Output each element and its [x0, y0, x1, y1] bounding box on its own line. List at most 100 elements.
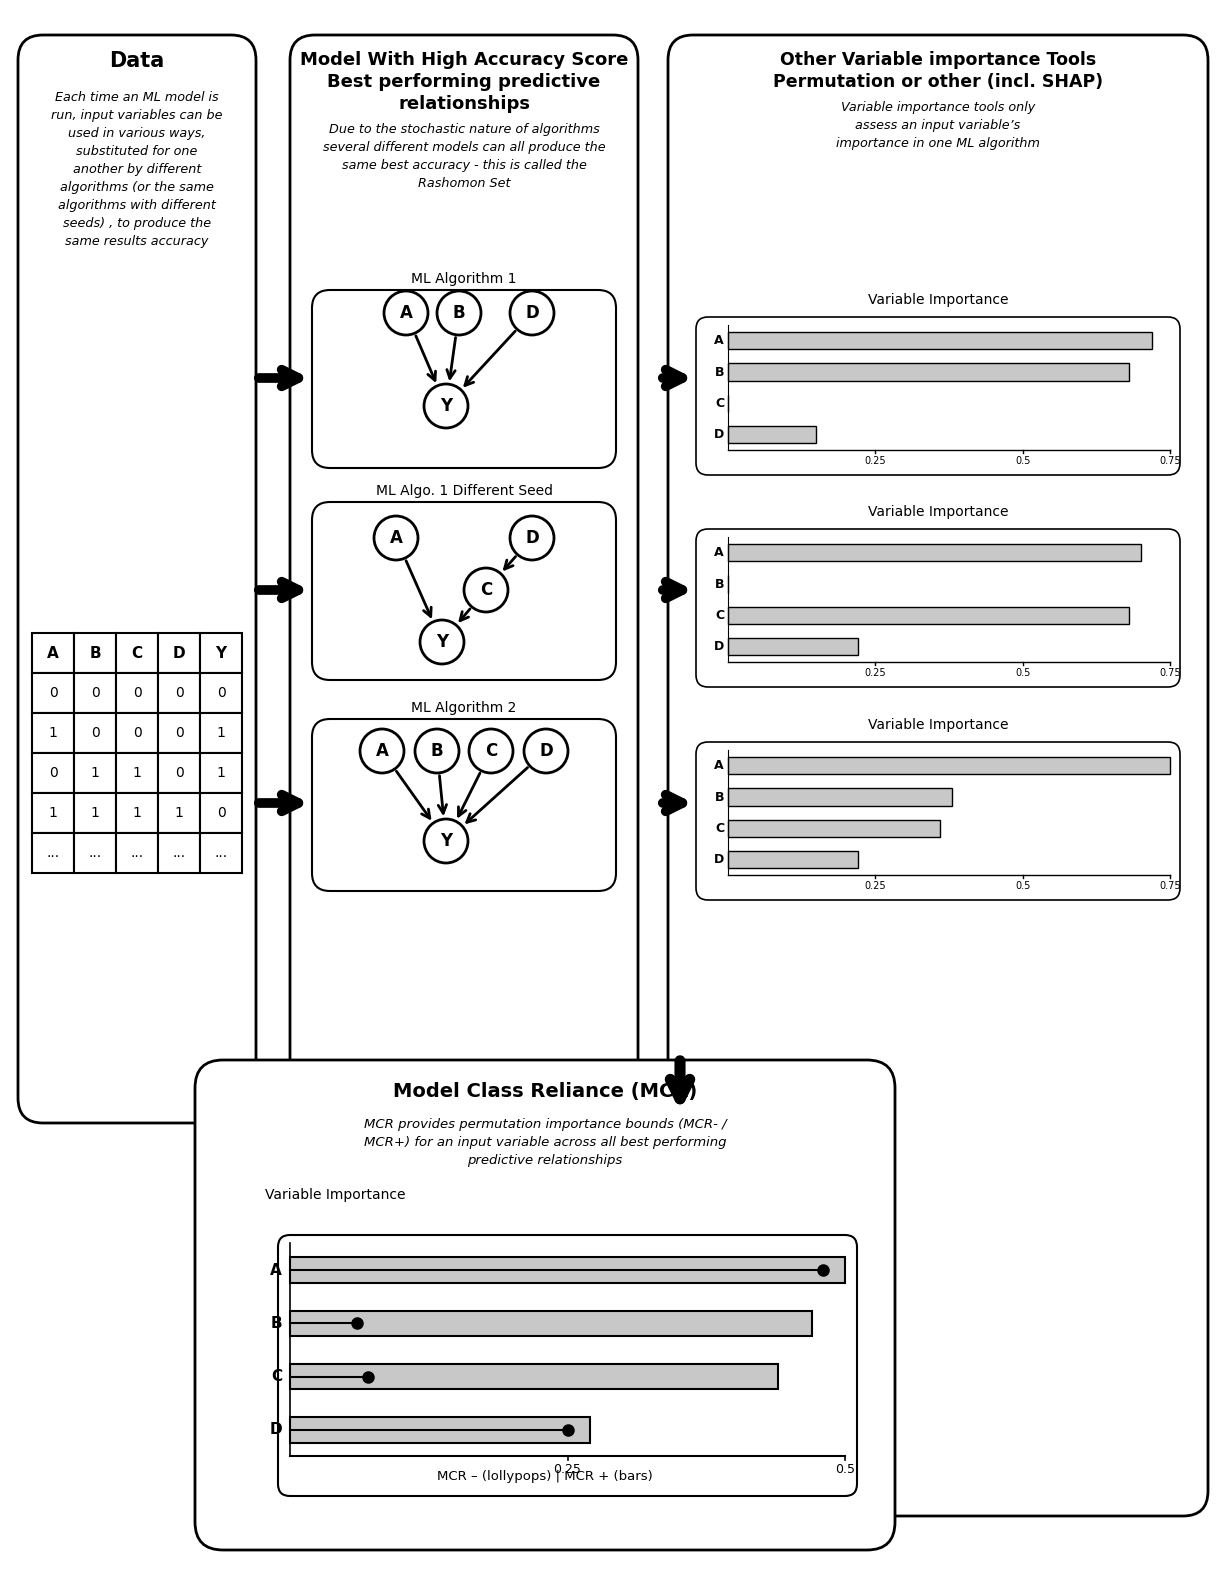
FancyBboxPatch shape — [312, 502, 616, 680]
Text: Y: Y — [436, 633, 448, 652]
Bar — [728, 363, 1128, 380]
Bar — [728, 819, 941, 836]
Bar — [116, 794, 159, 833]
Text: B: B — [715, 578, 723, 590]
Text: 0.5: 0.5 — [834, 1463, 855, 1475]
Text: used in various ways,: used in various ways, — [68, 126, 206, 140]
Text: 0: 0 — [133, 726, 142, 740]
Bar — [74, 713, 116, 753]
Text: another by different: another by different — [73, 163, 201, 177]
Bar — [728, 851, 858, 868]
FancyBboxPatch shape — [695, 742, 1180, 899]
Text: 0: 0 — [90, 686, 99, 701]
Text: A: A — [48, 645, 59, 661]
Text: D: D — [173, 645, 185, 661]
Bar — [116, 833, 159, 873]
Text: 1: 1 — [133, 765, 142, 780]
Text: Data: Data — [110, 50, 165, 71]
FancyBboxPatch shape — [18, 35, 256, 1124]
Bar — [290, 1311, 811, 1337]
Bar — [74, 633, 116, 672]
Text: D: D — [525, 305, 539, 322]
Text: A: A — [400, 305, 412, 322]
Text: 0.75: 0.75 — [1159, 881, 1181, 892]
Bar — [116, 633, 159, 672]
Text: 1: 1 — [90, 765, 100, 780]
Text: 0.5: 0.5 — [1015, 881, 1031, 892]
Circle shape — [510, 290, 554, 335]
Text: MCR – (lollypops) | MCR + (bars): MCR – (lollypops) | MCR + (bars) — [437, 1471, 653, 1483]
Text: A: A — [715, 759, 723, 772]
Text: Due to the stochastic nature of algorithms: Due to the stochastic nature of algorith… — [328, 123, 599, 136]
Bar — [728, 638, 858, 655]
Bar — [74, 753, 116, 794]
Bar — [159, 713, 200, 753]
Text: 1: 1 — [49, 726, 57, 740]
Text: 0.5: 0.5 — [1015, 667, 1031, 679]
Text: ...: ... — [131, 846, 144, 860]
Text: Each time an ML model is: Each time an ML model is — [55, 92, 218, 104]
Bar — [728, 333, 1153, 349]
Bar — [200, 713, 242, 753]
Text: Y: Y — [216, 645, 227, 661]
Text: substituted for one: substituted for one — [77, 145, 198, 158]
FancyBboxPatch shape — [278, 1236, 856, 1496]
Text: B: B — [453, 305, 465, 322]
Text: Permutation or other (incl. SHAP): Permutation or other (incl. SHAP) — [773, 73, 1103, 92]
Circle shape — [437, 290, 481, 335]
Text: 0.25: 0.25 — [865, 456, 886, 466]
Text: 0: 0 — [174, 726, 183, 740]
Text: Y: Y — [440, 832, 453, 851]
Text: 0.75: 0.75 — [1159, 456, 1181, 466]
Text: 0: 0 — [49, 686, 57, 701]
Text: importance in one ML algorithm: importance in one ML algorithm — [836, 137, 1039, 150]
Text: A: A — [376, 742, 388, 761]
Bar — [32, 672, 74, 713]
Bar — [32, 713, 74, 753]
Bar — [116, 672, 159, 713]
Text: ...: ... — [88, 846, 101, 860]
Bar — [728, 426, 816, 443]
Text: Variable Importance: Variable Importance — [265, 1188, 405, 1202]
Bar — [159, 794, 200, 833]
Text: D: D — [714, 428, 723, 440]
Text: Variable Importance: Variable Importance — [867, 294, 1008, 308]
Text: C: C — [484, 742, 497, 761]
Text: relationships: relationships — [398, 95, 529, 114]
Bar — [74, 672, 116, 713]
Text: C: C — [715, 396, 723, 410]
Text: Variable Importance: Variable Importance — [867, 505, 1008, 519]
Text: several different models can all produce the: several different models can all produce… — [322, 140, 605, 155]
Bar — [200, 672, 242, 713]
Text: ...: ... — [215, 846, 228, 860]
Bar — [728, 789, 952, 806]
Text: predictive relationships: predictive relationships — [467, 1154, 622, 1168]
Bar — [159, 753, 200, 794]
Bar — [32, 633, 74, 672]
Text: 0: 0 — [90, 726, 99, 740]
Text: C: C — [132, 645, 143, 661]
Text: same best accuracy - this is called the: same best accuracy - this is called the — [342, 159, 587, 172]
Text: 1: 1 — [174, 806, 183, 821]
Circle shape — [525, 729, 569, 773]
FancyBboxPatch shape — [312, 720, 616, 892]
Bar — [728, 757, 1170, 775]
Text: ML Algo. 1 Different Seed: ML Algo. 1 Different Seed — [376, 484, 553, 499]
Text: Variable Importance: Variable Importance — [867, 718, 1008, 732]
Bar — [116, 713, 159, 753]
Text: MCR provides permutation importance bounds (MCR- /: MCR provides permutation importance boun… — [364, 1117, 726, 1131]
Bar — [74, 833, 116, 873]
Text: C: C — [715, 609, 723, 622]
Circle shape — [425, 819, 468, 863]
Circle shape — [468, 729, 512, 773]
Text: D: D — [714, 854, 723, 866]
Text: MCR+) for an input variable across all best performing: MCR+) for an input variable across all b… — [364, 1136, 726, 1149]
Text: A: A — [389, 529, 403, 548]
Text: Variable importance tools only: Variable importance tools only — [841, 101, 1035, 114]
Text: Other Variable importance Tools: Other Variable importance Tools — [780, 50, 1096, 69]
Circle shape — [464, 568, 508, 612]
Bar — [159, 672, 200, 713]
FancyBboxPatch shape — [195, 1060, 895, 1550]
Text: C: C — [271, 1370, 282, 1384]
Text: 1: 1 — [217, 726, 226, 740]
